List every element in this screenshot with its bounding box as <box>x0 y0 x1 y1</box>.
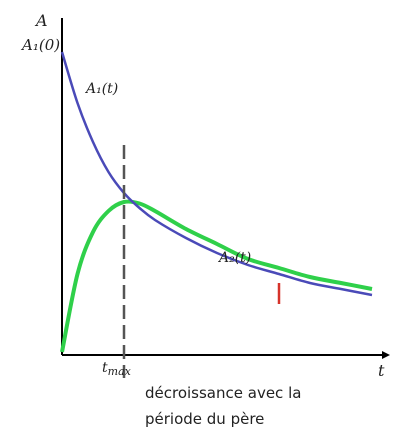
series-a2-label: A₂(t) <box>217 250 251 266</box>
annotation-line-1: décroissance avec la <box>145 384 301 402</box>
annotation-line-2: période du père <box>145 410 264 428</box>
series-a2-line <box>60 199 373 353</box>
series-a1-line <box>60 51 373 297</box>
series-a1-label: A₁(t) <box>84 81 118 97</box>
y-axis-label: A <box>34 11 48 30</box>
tmax-label: tmax <box>102 360 132 378</box>
x-axis-arrow <box>382 351 390 359</box>
x-axis-label: t <box>378 361 385 380</box>
y-intercept-label: A₁(0) <box>20 36 60 54</box>
